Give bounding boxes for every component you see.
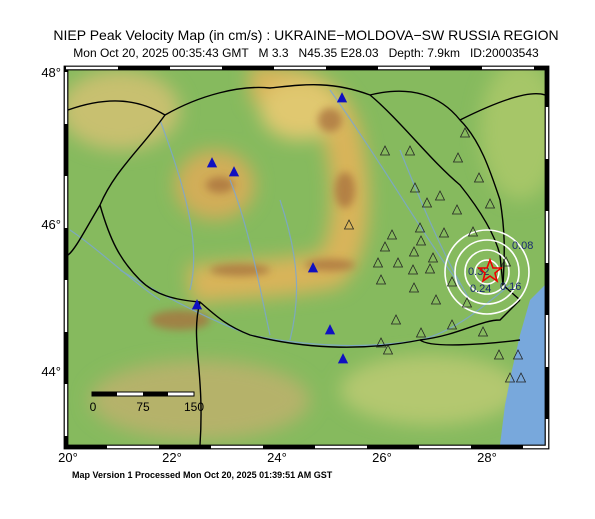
station (415, 235, 427, 246)
station (191, 299, 203, 310)
y-tick-label: 46° (41, 217, 61, 232)
contour-label: 0.08 (512, 240, 533, 252)
station (379, 145, 391, 156)
y-tick-label: 48° (41, 65, 61, 80)
station (372, 257, 384, 268)
station (500, 256, 512, 267)
station (512, 349, 524, 360)
contour-label: 0.16 (500, 281, 521, 293)
station (206, 157, 218, 168)
title: NIEP Peak Velocity Map (in cm/s) : UKRAI… (53, 27, 558, 43)
station (446, 276, 458, 287)
station (484, 198, 496, 209)
x-tick-label: 20° (58, 450, 78, 465)
station (452, 152, 464, 163)
station (375, 274, 387, 285)
contours (444, 229, 530, 315)
x-tick-label: 28° (477, 450, 497, 465)
station (424, 263, 436, 274)
y-tick-label: 44° (41, 364, 61, 379)
station (408, 282, 420, 293)
station (415, 327, 427, 338)
station (467, 226, 479, 237)
scale-bar: 0 75 150 (90, 391, 204, 414)
station (382, 344, 394, 355)
black-sea (500, 285, 545, 445)
subtitle: Mon Oct 20, 2025 00:35:43 GMT M 3.3 N45.… (73, 46, 539, 60)
x-tick-label: 26° (372, 450, 392, 465)
station (504, 372, 516, 383)
station (438, 227, 450, 238)
station (477, 326, 489, 337)
station (386, 229, 398, 240)
x-tick-label: 24° (267, 450, 287, 465)
station (337, 353, 349, 364)
station (409, 182, 421, 193)
station (408, 246, 420, 257)
station (404, 145, 416, 156)
station (343, 219, 355, 230)
epicenter (476, 257, 504, 283)
station (407, 264, 419, 275)
scale-label: 150 (184, 400, 204, 414)
station (392, 257, 404, 268)
station (515, 372, 527, 383)
station (379, 241, 391, 252)
footer: Map Version 1 Processed Mon Oct 20, 2025… (72, 470, 333, 480)
station (427, 252, 439, 263)
x-tick-label: 22° (162, 450, 182, 465)
station (336, 92, 348, 103)
station (434, 190, 446, 201)
station (446, 319, 458, 330)
station (430, 294, 442, 305)
frame (63, 65, 550, 450)
station (451, 204, 463, 215)
map-area: 0.32 0.24 0.16 0.08 0 75 150 (68, 70, 545, 445)
station (375, 337, 387, 348)
station (228, 166, 240, 177)
station (307, 262, 319, 273)
station (390, 314, 402, 325)
station (414, 222, 426, 233)
scale-label: 0 (90, 400, 97, 414)
contour-label: 0.24 (470, 283, 491, 295)
station (461, 297, 473, 308)
station (493, 349, 505, 360)
scale-label: 75 (136, 400, 150, 414)
station (473, 172, 485, 183)
station (324, 324, 336, 335)
station (421, 197, 433, 208)
station (459, 127, 471, 138)
